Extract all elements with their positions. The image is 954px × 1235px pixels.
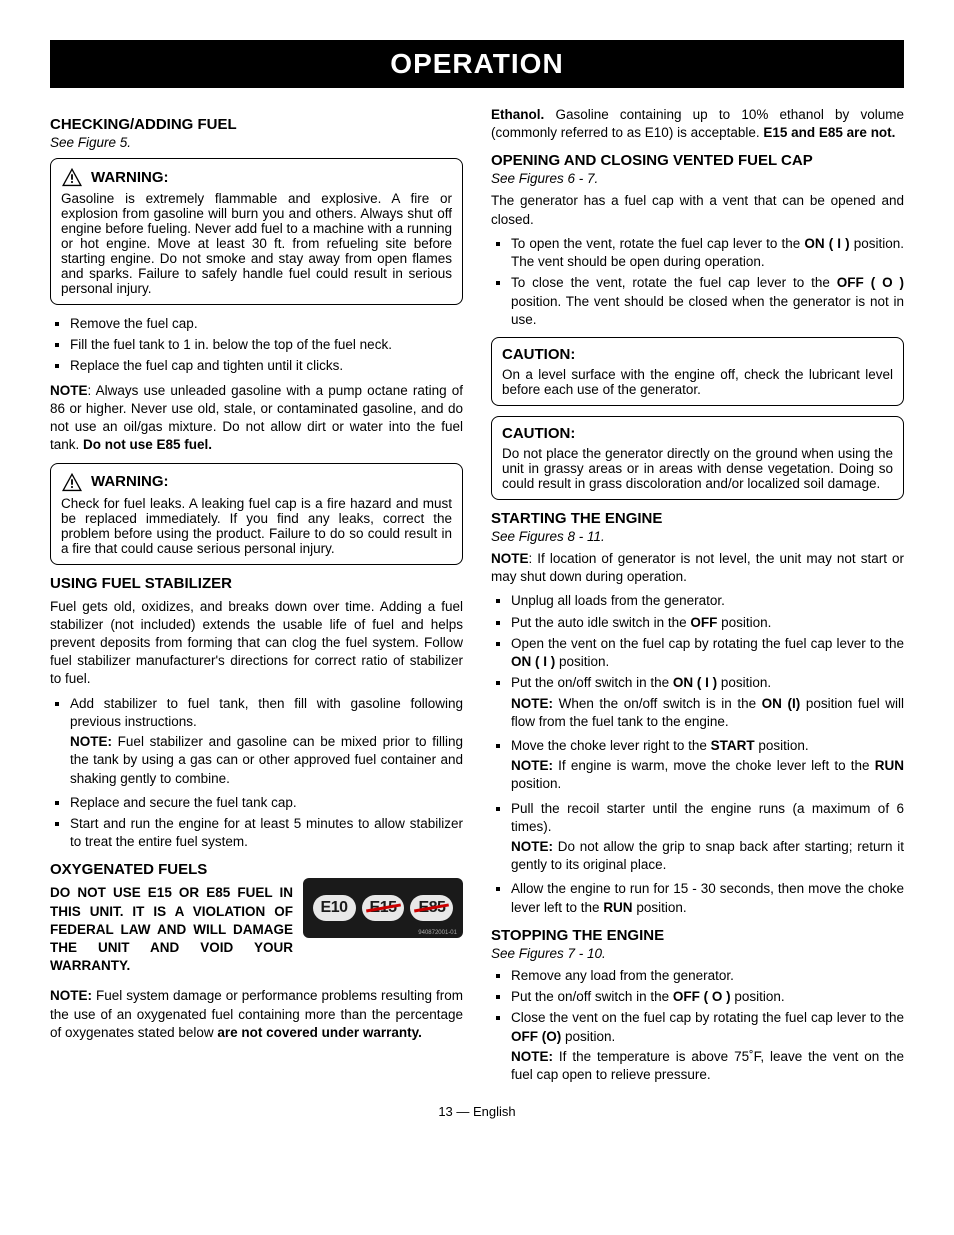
see-figure-7-10: See Figures 7 - 10.	[491, 946, 904, 961]
caution-label: CAUTION:	[502, 346, 893, 363]
list-item: To open the vent, rotate the fuel cap le…	[511, 235, 904, 271]
list-item: Open the vent on the fuel cap by rotatin…	[511, 635, 904, 671]
e15-badge: E15	[362, 895, 405, 921]
fuel-cap-paragraph: The generator has a fuel cap with a vent…	[491, 192, 904, 228]
heading-stopping-engine: STOPPING THE ENGINE	[491, 927, 904, 944]
list-item: Add stabilizer to fuel tank, then fill w…	[70, 695, 463, 788]
note-octane: NOTE: Always use unleaded gasoline with …	[50, 382, 463, 455]
label-code: 940872001-01	[418, 930, 457, 936]
stopping-list: Remove any load from the generator. Put …	[491, 967, 904, 1084]
caution-box-ground: CAUTION: Do not place the generator dire…	[491, 416, 904, 500]
list-item: Pull the recoil starter until the engine…	[511, 800, 904, 875]
list-item: Close the vent on the fuel cap by rotati…	[511, 1009, 904, 1084]
caution-box-lubricant: CAUTION: On a level surface with the eng…	[491, 337, 904, 406]
fuel-label-graphic: E10 E15 E85 940872001-01	[303, 878, 463, 938]
warning-text: Gasoline is extremely flammable and expl…	[61, 191, 452, 296]
list-item: Fill the fuel tank to 1 in. below the to…	[70, 336, 463, 354]
list-item: Start and run the engine for at least 5 …	[70, 815, 463, 851]
fuel-steps-list: Remove the fuel cap. Fill the fuel tank …	[50, 315, 463, 376]
warning-icon	[61, 472, 83, 492]
list-item: Put the on/off switch in the OFF ( O ) p…	[511, 988, 904, 1006]
warning-text: Check for fuel leaks. A leaking fuel cap…	[61, 496, 452, 556]
see-figure-5: See Figure 5.	[50, 135, 463, 150]
heading-fuel-stabilizer: USING FUEL STABILIZER	[50, 575, 463, 592]
list-item: Unplug all loads from the generator.	[511, 592, 904, 610]
list-item: Remove any load from the generator.	[511, 967, 904, 985]
heading-checking-fuel: CHECKING/ADDING FUEL	[50, 116, 463, 133]
starting-list: Unplug all loads from the generator. Put…	[491, 592, 904, 917]
fuel-cap-list: To open the vent, rotate the fuel cap le…	[491, 235, 904, 329]
stabilizer-paragraph: Fuel gets old, oxidizes, and breaks down…	[50, 598, 463, 689]
heading-fuel-cap: OPENING AND CLOSING VENTED FUEL CAP	[491, 152, 904, 169]
heading-starting-engine: STARTING THE ENGINE	[491, 510, 904, 527]
list-item: Put the auto idle switch in the OFF posi…	[511, 614, 904, 632]
list-item: To close the vent, rotate the fuel cap l…	[511, 274, 904, 329]
warning-label: WARNING:	[91, 473, 169, 490]
start-note: NOTE: If location of generator is not le…	[491, 550, 904, 586]
list-item: Remove the fuel cap.	[70, 315, 463, 333]
see-figure-6-7: See Figures 6 - 7.	[491, 171, 904, 186]
warning-icon	[61, 167, 83, 187]
page-banner: OPERATION	[50, 40, 904, 88]
e85-badge: E85	[410, 895, 453, 921]
e10-badge: E10	[313, 895, 356, 921]
list-item: Put the on/off switch in the ON ( I ) po…	[511, 674, 904, 731]
list-item: Allow the engine to run for 15 - 30 seco…	[511, 880, 904, 916]
warning-box-leaks: WARNING: Check for fuel leaks. A leaking…	[50, 463, 463, 565]
heading-oxygenated-fuels: OXYGENATED FUELS	[50, 861, 463, 878]
page-footer: 13 — English	[50, 1104, 904, 1119]
oxy-note: NOTE: Fuel system damage or performance …	[50, 987, 463, 1042]
caution-text: On a level surface with the engine off, …	[502, 367, 893, 397]
list-item: Replace the fuel cap and tighten until i…	[70, 357, 463, 375]
caution-text: Do not place the generator directly on t…	[502, 446, 893, 491]
list-item: Replace and secure the fuel tank cap.	[70, 794, 463, 812]
ethanol-paragraph: Ethanol. Gasoline containing up to 10% e…	[491, 106, 904, 142]
list-item: Move the choke lever right to the START …	[511, 737, 904, 794]
see-figure-8-11: See Figures 8 - 11.	[491, 529, 904, 544]
caution-label: CAUTION:	[502, 425, 893, 442]
warning-box-gasoline: WARNING: Gasoline is extremely flammable…	[50, 158, 463, 305]
warning-label: WARNING:	[91, 169, 169, 186]
stabilizer-list: Add stabilizer to fuel tank, then fill w…	[50, 695, 463, 852]
